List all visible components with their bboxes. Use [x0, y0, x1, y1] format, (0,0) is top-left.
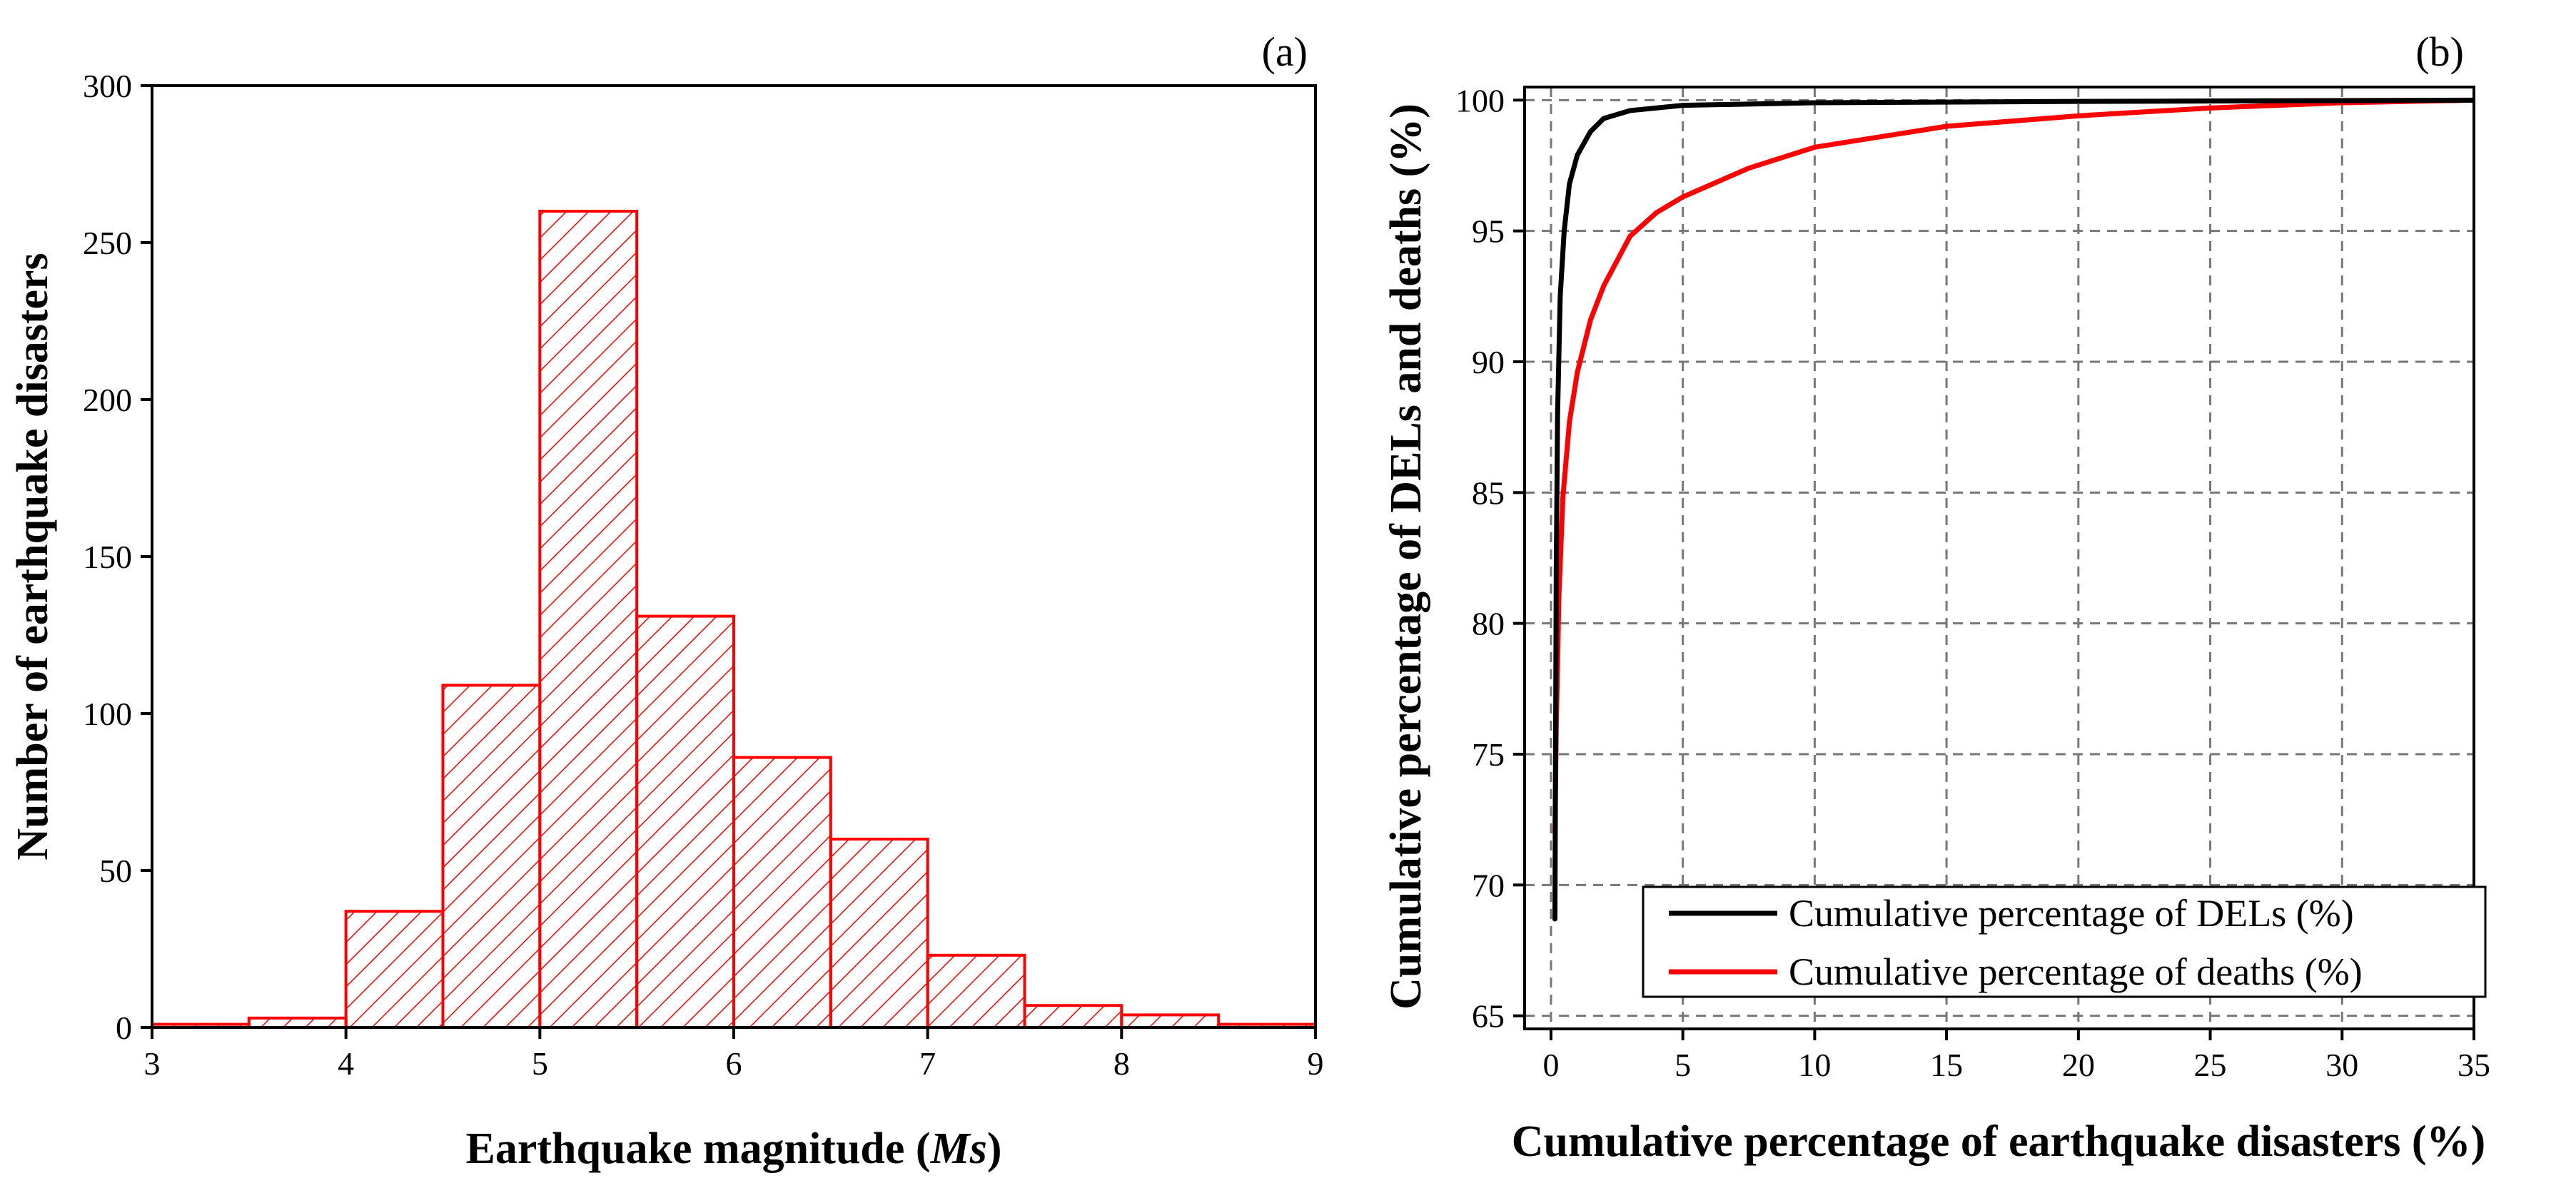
- cumulative-y-axis-title: Cumulative percentage of DELs and deaths…: [1382, 103, 1430, 1010]
- x-tick-label: 0: [1542, 1047, 1559, 1083]
- histogram-bar: [829, 838, 929, 1029]
- x-tick-label: 10: [1798, 1047, 1831, 1083]
- y-tick-label: 250: [83, 225, 132, 261]
- histogram-x-axis-title: Earthquake magnitude (Ms): [465, 1124, 1001, 1173]
- histogram-bar: [926, 953, 1026, 1030]
- histogram-bar: [538, 210, 639, 1029]
- cumulative-lines: [1552, 97, 2474, 922]
- x-tick-label: 6: [726, 1045, 742, 1082]
- legend: Cumulative percentage of DELs (%) Cumula…: [1642, 885, 2487, 998]
- histogram-panel: 3 4 5 6 7 8 9 0 50 100 150 200 250 300 (a) Earthquake…: [9, 29, 1324, 1173]
- y-tick-label: 80: [1472, 606, 1505, 642]
- x-tick-label: 5: [532, 1045, 548, 1082]
- series-line-dels: [1552, 97, 2474, 922]
- legend-label-dels: Cumulative percentage of DELs (%): [1789, 892, 2354, 935]
- y-tick-label: 65: [1472, 998, 1505, 1035]
- histogram-axis-ticks: 3 4 5 6 7 8 9 0 50 100 150 200 250 300: [83, 68, 1324, 1082]
- histogram-bar: [732, 756, 832, 1029]
- x-tick-label: 8: [1113, 1045, 1130, 1082]
- y-tick-label: 50: [99, 853, 132, 889]
- histogram-bar: [1023, 1004, 1123, 1029]
- y-tick-label: 70: [1472, 867, 1505, 903]
- y-tick-label: 95: [1472, 213, 1505, 250]
- histogram-y-axis-title: Number of earthquake disasters: [9, 253, 57, 860]
- y-tick-label: 85: [1472, 474, 1505, 511]
- histogram-bar: [1120, 1013, 1221, 1030]
- y-tick-label: 0: [116, 1010, 132, 1046]
- y-tick-label: 300: [83, 68, 132, 104]
- cumulative-panel: 0 5 10 15 20 25 30 35 65 70 75 80 85 90 95 100 (b) Cumu…: [1382, 29, 2490, 1166]
- x-tick-label: 35: [2458, 1047, 2490, 1083]
- y-tick-label: 200: [83, 382, 132, 418]
- series-line-deaths: [1552, 97, 2474, 836]
- cumulative-axis-ticks: 0 5 10 15 20 25 30 35 65 70 75 80 85 90 95 100: [1455, 82, 2490, 1083]
- y-tick-label: 75: [1472, 736, 1505, 773]
- cumulative-grid: [1525, 87, 2475, 1029]
- y-tick-label: 90: [1472, 344, 1505, 380]
- x-tick-label: 30: [2325, 1047, 2358, 1083]
- x-tick-label: 9: [1308, 1045, 1324, 1082]
- x-tick-label: 5: [1675, 1047, 1691, 1083]
- histogram-bar: [635, 614, 736, 1029]
- x-tick-label: 15: [1930, 1047, 1963, 1083]
- panel-b-label: (b): [2415, 29, 2464, 75]
- cumulative-x-axis-title: Cumulative percentage of earthquake disa…: [1512, 1117, 2485, 1166]
- x-tick-label: 25: [2194, 1047, 2227, 1083]
- histogram-bar: [441, 684, 542, 1030]
- y-tick-label: 150: [83, 539, 132, 575]
- histogram-bar: [344, 910, 445, 1029]
- legend-box: [1642, 885, 2487, 998]
- y-tick-label: 100: [1455, 82, 1505, 118]
- x-tick-label: 7: [919, 1045, 936, 1082]
- x-tick-label: 4: [338, 1045, 354, 1082]
- y-tick-label: 100: [83, 696, 132, 732]
- x-tick-label: 20: [2062, 1047, 2095, 1083]
- x-tick-label: 3: [144, 1045, 161, 1082]
- histogram-bars: [151, 210, 1317, 1030]
- cumulative-plot-frame: [1523, 86, 2475, 1030]
- legend-label-deaths: Cumulative percentage of deaths (%): [1789, 950, 2363, 993]
- panel-a-label: (a): [1262, 29, 1308, 75]
